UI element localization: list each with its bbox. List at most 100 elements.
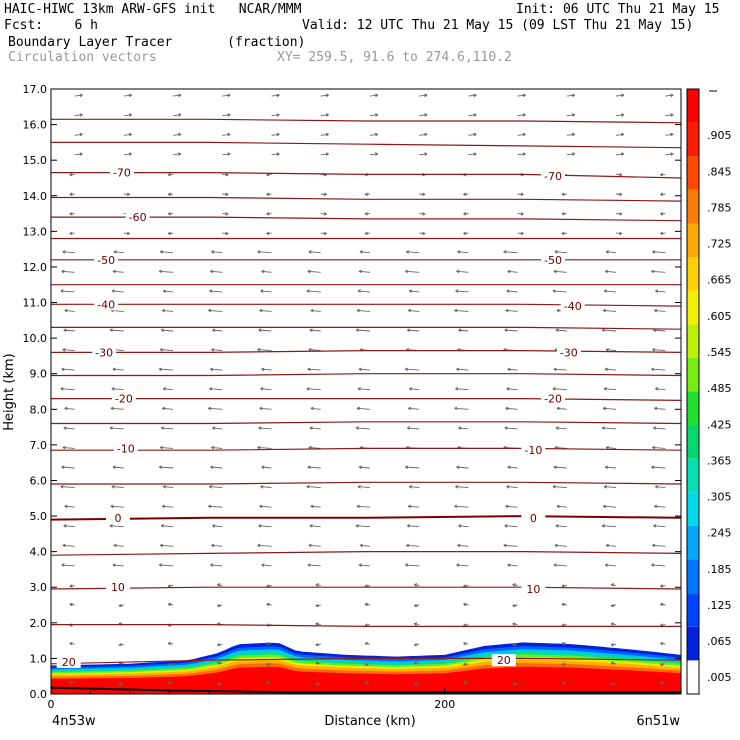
wind-vector [356, 406, 370, 411]
wind-vector [161, 406, 174, 411]
wind-vector [64, 308, 75, 313]
wind-vector [222, 113, 231, 117]
wind-vector [358, 367, 370, 372]
wind-vector [503, 543, 518, 548]
colorbar-swatch [687, 257, 699, 291]
wind-vector [167, 584, 174, 588]
wind-vector [309, 426, 321, 430]
wind-vector [109, 328, 124, 332]
wind-vector [63, 328, 75, 332]
wind-vector [162, 289, 174, 293]
wind-vector [217, 603, 223, 608]
circulation-vectors [60, 93, 674, 686]
axes: 0.0 1.0 2.0 3.0 4.0 5.0 6.0 7.0 8.0 9.0 10.0 11.0 12… [23, 83, 681, 711]
wind-vector [605, 543, 617, 548]
colorbar-swatch [687, 223, 699, 258]
wind-vector [652, 445, 666, 450]
wind-vector [257, 250, 272, 254]
wind-vector [605, 250, 617, 254]
wind-vector [463, 662, 469, 667]
wind-vector [258, 426, 272, 430]
isotherm-line [51, 326, 682, 330]
contour-label-bg [111, 392, 136, 405]
wind-vector [404, 269, 420, 274]
wind-vector [260, 387, 272, 391]
wind-vector [463, 641, 469, 646]
wind-vector [315, 661, 321, 665]
wind-vector [212, 426, 223, 430]
contour-label: -70 [544, 170, 562, 183]
wind-vector [222, 172, 229, 177]
wind-vector [320, 192, 327, 197]
y-tick-label: 13.0 [23, 225, 48, 238]
wind-vector [315, 583, 321, 587]
wind-vector [208, 308, 223, 313]
wind-vector [160, 328, 174, 332]
wind-vector [158, 465, 174, 469]
contour-label-bg [521, 444, 546, 457]
wind-vector [504, 328, 518, 332]
wind-vector [603, 485, 617, 489]
wind-vector [209, 289, 223, 293]
wind-vector [210, 367, 223, 372]
colorbar-label: .185 [707, 563, 732, 576]
wind-vector [209, 387, 223, 391]
wind-vector [605, 445, 617, 450]
wind-vector [359, 543, 370, 548]
wind-vector [356, 308, 370, 313]
wind-vector [615, 93, 625, 98]
colorbar-label: .725 [707, 238, 732, 251]
wind-vector [651, 563, 666, 567]
colorbar-swatch [687, 626, 699, 661]
wind-vector [456, 563, 469, 567]
wind-vector [209, 484, 223, 489]
wind-vector [468, 113, 477, 117]
wind-vector [604, 563, 617, 567]
wind-vector [505, 504, 518, 509]
contour-label-bg [56, 655, 81, 668]
wind-vector [261, 563, 272, 567]
wind-vector [161, 308, 174, 313]
wind-vector [306, 289, 321, 293]
wind-vector [517, 212, 524, 216]
wind-vector [517, 152, 526, 156]
wind-vector [468, 152, 477, 156]
model-title: HAIC-HIWC 13km ARW-GFS init NCAR/MMM [4, 2, 302, 17]
wind-vector [413, 682, 420, 686]
isotherm-line [51, 303, 682, 307]
wind-vector [553, 367, 567, 372]
wind-vector [266, 212, 272, 216]
colorbar-swatch [687, 189, 699, 224]
wind-vector [357, 289, 370, 293]
y-tick-label: 2.0 [30, 617, 48, 630]
colorbar-label: .665 [707, 274, 732, 287]
wind-vector [601, 328, 617, 332]
colorbar-swatch [687, 525, 699, 560]
wind-vector [454, 504, 469, 509]
wind-vector [271, 113, 280, 117]
wind-vector [60, 484, 75, 489]
isotherm-line [50, 551, 682, 556]
wind-vector [359, 250, 370, 254]
wind-vector [553, 563, 567, 567]
wind-vector [601, 524, 617, 528]
wind-vector [158, 367, 174, 372]
wind-vector [660, 641, 666, 646]
wind-vector [271, 132, 280, 137]
y-tick-label: 5.0 [30, 510, 48, 523]
wind-vector [507, 367, 518, 372]
wind-vector [210, 465, 223, 469]
cross-section-endpoints: XY= 259.5, 91.6 to 274.6,110.2 [277, 50, 512, 65]
wind-vector [651, 367, 666, 372]
wind-vector [258, 328, 272, 332]
wind-vector [506, 387, 518, 391]
wind-vector [315, 622, 321, 626]
wind-vector [413, 583, 420, 587]
field-title: Boundary Layer Tracer (fraction) [8, 35, 306, 50]
wind-vector [456, 465, 469, 469]
colorbar-label: .425 [707, 418, 732, 431]
wind-vector [173, 113, 182, 117]
wind-vector [222, 192, 229, 197]
contour-label: 0 [114, 512, 121, 525]
contour-label: 20 [497, 654, 511, 667]
